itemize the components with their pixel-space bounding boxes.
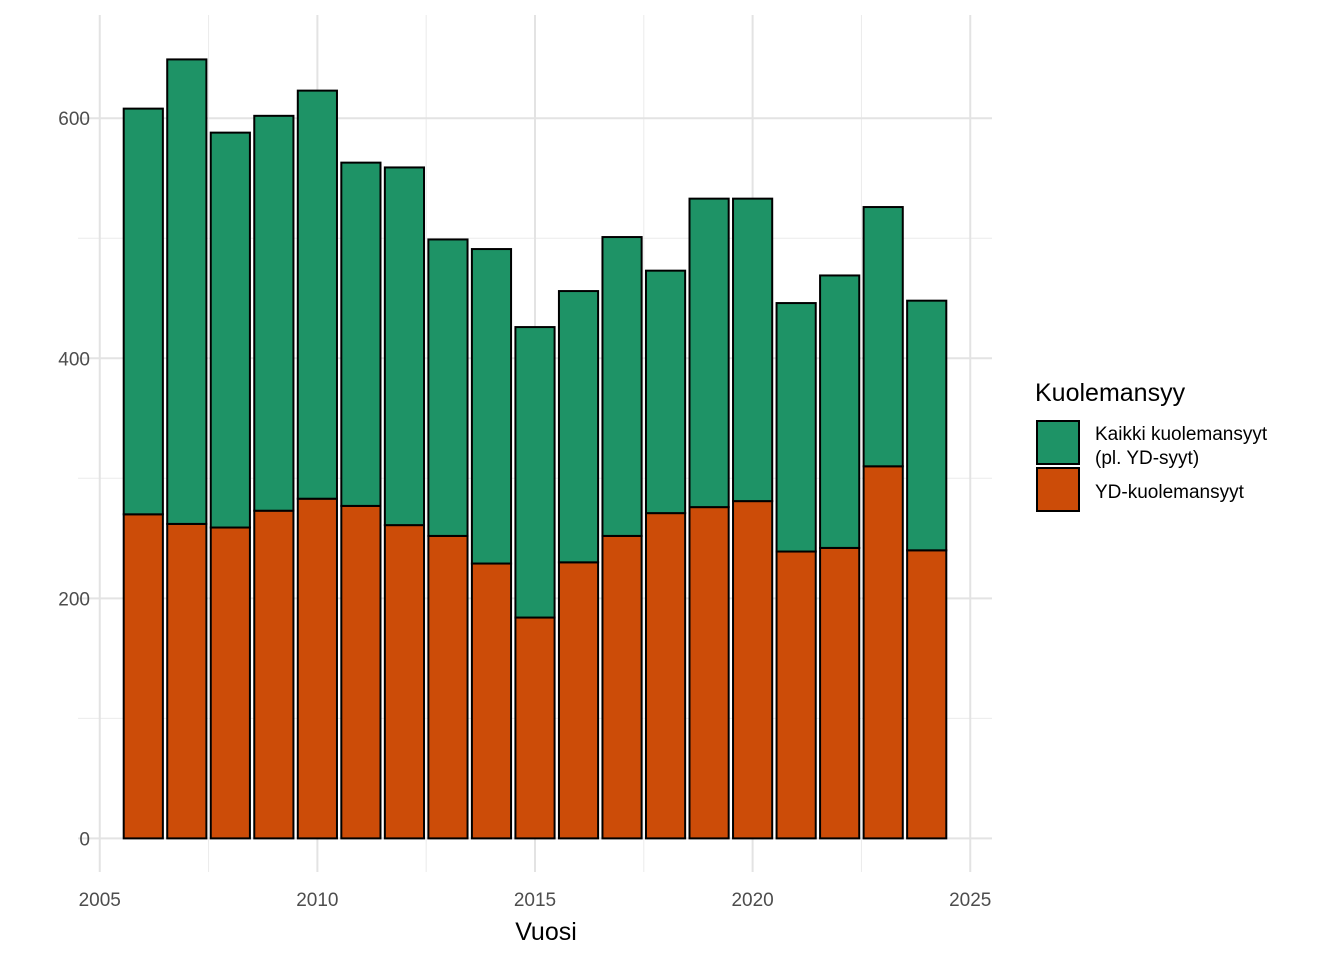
bar-kaikki-2024	[906, 299, 948, 552]
bar-yd-2020	[732, 500, 774, 840]
y-tick-label: 200	[58, 589, 90, 610]
bar-kaikki-2011	[340, 161, 382, 507]
bar-yd-2006	[122, 513, 164, 840]
bar-yd-2007	[166, 522, 208, 840]
bar-kaikki-2017	[601, 236, 643, 537]
bar-yd-2021	[775, 550, 817, 840]
bar-yd-2023	[862, 465, 904, 840]
bar-kaikki-2016	[557, 290, 600, 564]
x-tick-label: 2020	[731, 890, 773, 911]
legend-swatch-kaikki	[1036, 420, 1080, 465]
bar-yd-2014	[470, 562, 513, 840]
x-tick-label: 2005	[79, 890, 121, 911]
bar-kaikki-2015	[514, 326, 556, 619]
x-axis-title: Vuosi	[515, 918, 577, 946]
bar-kaikki-2019	[688, 197, 730, 509]
x-tick-label: 2010	[296, 890, 338, 911]
bar-yd-2024	[906, 549, 948, 840]
legend-title: Kuolemansyy	[1035, 379, 1186, 407]
legend-label-yd: YD-kuolemansyyt	[1095, 482, 1245, 503]
x-tick-label: 2015	[514, 890, 556, 911]
bar-kaikki-2008	[209, 131, 251, 529]
bar-yd-2013	[427, 534, 469, 840]
legend: Kuolemansyy Kaikki kuolemansyyt (pl. YD-…	[1035, 379, 1268, 512]
bar-kaikki-2012	[383, 166, 426, 527]
bar-yd-2016	[557, 561, 600, 840]
bar-kaikki-2010	[296, 89, 338, 500]
bar-yd-2011	[340, 504, 382, 840]
y-tick-label: 600	[58, 109, 90, 130]
x-tick-label: 2025	[949, 890, 991, 911]
bar-kaikki-2009	[253, 114, 295, 512]
bar-kaikki-2006	[122, 107, 164, 516]
bar-yd-2017	[601, 534, 643, 840]
legend-swatch-yd	[1036, 467, 1080, 512]
bar-yd-2009	[253, 509, 295, 840]
legend-label-kaikki-line2: (pl. YD-syyt)	[1095, 448, 1199, 469]
bar-kaikki-2018	[644, 269, 687, 515]
bar-kaikki-2022	[819, 274, 861, 549]
bar-kaikki-2014	[470, 248, 513, 565]
bar-kaikki-2020	[732, 197, 774, 503]
bar-kaikki-2007	[166, 58, 208, 525]
bar-yd-2008	[209, 526, 251, 840]
bar-kaikki-2023	[862, 206, 904, 468]
bar-yd-2022	[819, 546, 861, 840]
legend-label-kaikki-line1: Kaikki kuolemansyyt	[1095, 424, 1268, 445]
bar-yd-2010	[296, 497, 338, 840]
y-tick-label: 0	[79, 829, 90, 850]
bar-kaikki-2013	[427, 238, 469, 537]
bar-yd-2018	[644, 512, 687, 840]
bar-kaikki-2021	[775, 302, 817, 553]
y-tick-labels: 0 200 400 600	[58, 109, 90, 850]
bar-yd-2019	[688, 506, 730, 840]
bar-yd-2015	[514, 616, 556, 840]
y-tick-label: 400	[58, 349, 90, 370]
bars	[122, 58, 948, 840]
x-tick-labels: 2005 2010 2015 2020 2025	[79, 890, 992, 911]
bar-yd-2012	[383, 524, 426, 840]
